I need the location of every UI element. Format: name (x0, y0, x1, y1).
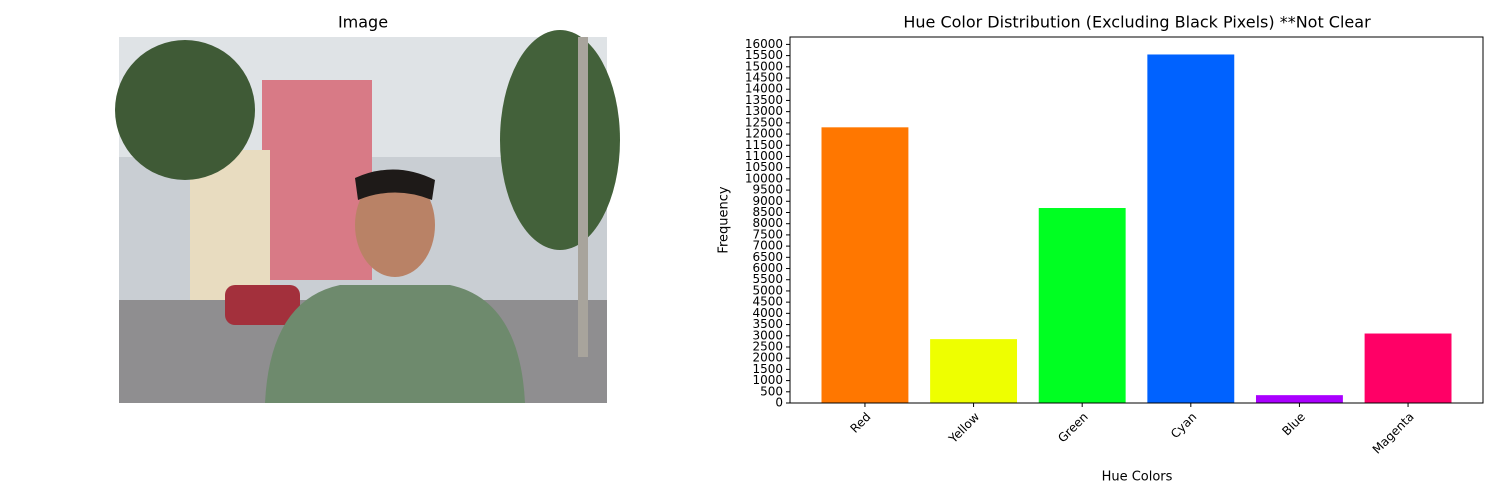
image-title: Image (338, 13, 388, 32)
bar (930, 339, 1018, 403)
plot-frame (789, 36, 1484, 404)
y-tick-label: 12500 (745, 115, 783, 129)
y-tick-label: 2000 (752, 351, 783, 365)
chart-title: Hue Color Distribution (Excluding Black … (903, 13, 1371, 32)
x-axis-label: Hue Colors (1102, 470, 1173, 485)
y-tick-label: 14500 (745, 71, 783, 85)
bar (821, 127, 909, 403)
y-tick-label: 14000 (745, 82, 783, 96)
y-tick-label: 2500 (752, 339, 783, 353)
y-tick-label: 9000 (752, 194, 783, 208)
y-tick-label: 15000 (745, 59, 783, 73)
y-axis-label: Frequency (717, 186, 732, 253)
bar (1255, 395, 1343, 403)
x-tick-label: Magenta (1370, 410, 1417, 457)
y-tick-label: 9500 (752, 183, 783, 197)
x-tick-label: Blue (1279, 410, 1308, 439)
y-tick-label: 0 (775, 396, 783, 410)
y-tick-label: 1500 (752, 362, 783, 376)
y-tick-label: 12000 (745, 127, 783, 141)
y-tick-label: 11000 (745, 149, 783, 163)
y-tick-label: 4000 (752, 306, 783, 320)
y-tick-label: 11500 (745, 138, 783, 152)
x-tick-label: Yellow (945, 410, 982, 447)
y-tick-label: 13500 (745, 93, 783, 107)
bar (1038, 208, 1126, 403)
y-tick-label: 4500 (752, 295, 783, 309)
bar (1364, 333, 1452, 403)
y-tick-label: 8000 (752, 216, 783, 230)
y-tick-label: 8500 (752, 205, 783, 219)
y-tick-label: 16000 (745, 37, 783, 51)
y-tick-label: 5000 (752, 283, 783, 297)
photo (115, 30, 620, 403)
y-tick-label: 6000 (752, 261, 783, 275)
y-tick-label: 10000 (745, 171, 783, 185)
y-tick-label: 3500 (752, 317, 783, 331)
y-tick-label: 10500 (745, 160, 783, 174)
y-tick-label: 15500 (745, 48, 783, 62)
y-tick-label: 13000 (745, 104, 783, 118)
bar (1147, 54, 1235, 403)
y-tick-label: 500 (760, 384, 783, 398)
y-tick-label: 5500 (752, 272, 783, 286)
y-tick-label: 7500 (752, 227, 783, 241)
y-tick-label: 1000 (752, 373, 783, 387)
y-tick-label: 6500 (752, 250, 783, 264)
y-tick-label: 7000 (752, 239, 783, 253)
x-tick-label: Red (848, 410, 874, 436)
x-tick-label: Cyan (1168, 410, 1199, 441)
x-tick-label: Green (1055, 410, 1091, 446)
y-tick-label: 3000 (752, 328, 783, 342)
